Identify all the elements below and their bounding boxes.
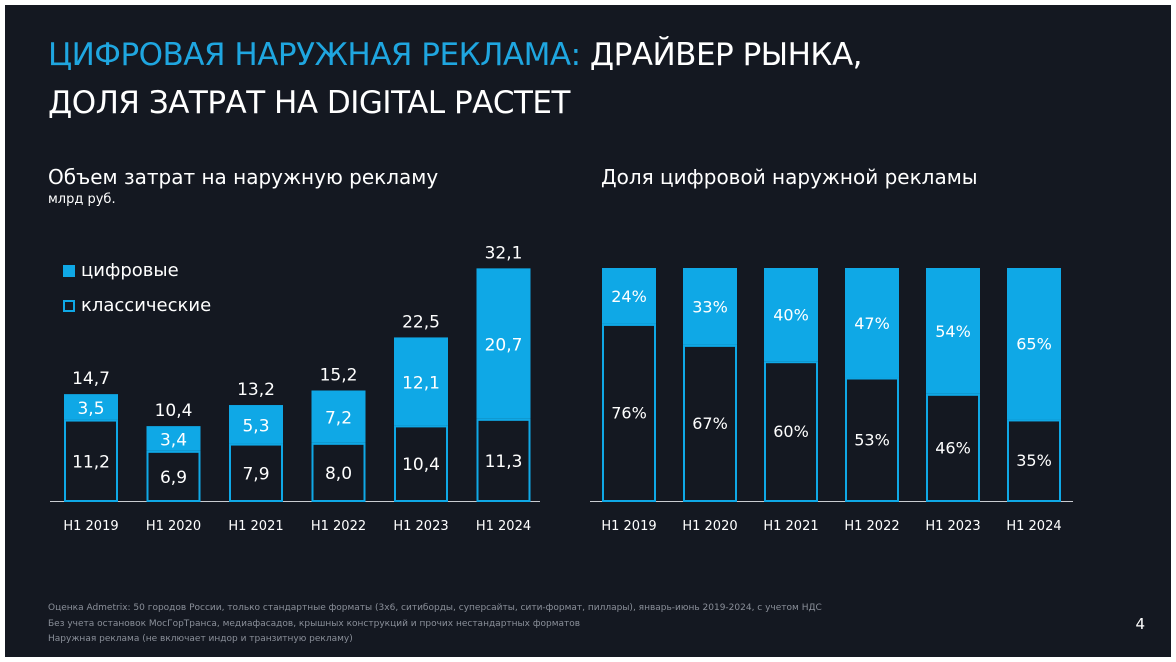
right-bar-classic: [926, 393, 980, 503]
legend-classic-swatch: [63, 299, 75, 312]
footnote-1: Оценка Admetrix: 50 городов России, толь…: [48, 603, 822, 613]
right-bar-classic: [845, 377, 899, 503]
right-classic-label: 60%: [773, 422, 809, 441]
left-total-label: 14,7: [72, 369, 110, 389]
left-classic-label: 8,0: [325, 464, 352, 484]
right-digital-label: 54%: [935, 322, 971, 341]
right-x-tick-label: H1 2022: [844, 519, 899, 534]
left-chart-unit: млрд руб.: [48, 192, 116, 207]
right-classic-label: 67%: [692, 414, 728, 433]
left-classic-label: 6,9: [160, 468, 187, 488]
left-x-tick-label: H1 2022: [311, 519, 366, 534]
right-x-tick-label: H1 2023: [925, 519, 980, 534]
right-bar-classic: [1007, 419, 1061, 503]
left-bar-classic: [229, 443, 283, 502]
slide-title-line-1: ЦИФРОВАЯ НАРУЖНАЯ РЕКЛАМА: ДРАЙВЕР РЫНКА…: [48, 37, 863, 73]
right-digital-label: 33%: [692, 297, 728, 316]
right-bar-digital: [926, 268, 980, 394]
left-total-label: 10,4: [155, 401, 193, 421]
left-bar-classic: [146, 450, 201, 503]
left-digital-label: 3,4: [160, 430, 187, 450]
right-digital-label: 24%: [611, 287, 647, 306]
right-x-tick-label: H1 2020: [682, 519, 737, 534]
right-bar-digital: [683, 268, 737, 345]
slide-title-line-2: ДОЛЯ ЗАТРАТ НА DIGITAL РАСТЕТ: [48, 85, 570, 121]
right-classic-label: 53%: [854, 430, 890, 449]
footnote-2: Без учета остановок МосГорТранса, медиаф…: [48, 618, 581, 629]
left-classic-label: 11,2: [72, 452, 110, 472]
left-digital-label: 20,7: [485, 336, 523, 356]
left-bar-digital: [146, 426, 201, 451]
left-chart-title: Объем затрат на наружную рекламу: [48, 165, 439, 189]
left-total-label: 32,1: [485, 243, 523, 263]
left-digital-label: 7,2: [325, 409, 352, 429]
title-rest: ДРАЙВЕР РЫНКА,: [580, 37, 863, 73]
left-bar-digital: [476, 268, 531, 419]
right-classic-label: 46%: [935, 438, 971, 457]
charts-canvas: 11,2 3,5 14,7 H1 2019 6,9 3,4 10,4 H1 2020 7,9 5,…: [50, 243, 1073, 534]
slide: { "title": { "accent": "ЦИФРОВАЯ НАРУЖНА…: [5, 5, 1171, 657]
left-bar-classic: [394, 425, 448, 502]
left-bar-classic: [311, 442, 366, 502]
left-bar-classic: [64, 419, 118, 502]
right-bar-digital: [1007, 268, 1061, 420]
left-classic-label: 11,3: [485, 452, 523, 472]
legend-classic-label: классические: [81, 295, 212, 316]
right-classic-label: 35%: [1016, 451, 1052, 470]
right-classic-label: 76%: [611, 403, 647, 422]
left-x-tick-label: H1 2020: [146, 519, 201, 534]
right-bar-classic: [764, 361, 818, 503]
right-x-tick-label: H1 2024: [1006, 519, 1061, 534]
footnotes: Оценка Admetrix: 50 городов России, толь…: [48, 601, 822, 648]
right-chart-title: Доля цифровой наружной рекламы: [601, 165, 978, 189]
right-bar-digital: [602, 268, 656, 324]
right-x-tick-label: H1 2021: [763, 519, 818, 534]
footnote-3: Наружная реклама (не включает индор и тр…: [48, 634, 353, 644]
right-bar-classic: [683, 344, 737, 503]
right-x-tick-label: H1 2019: [601, 519, 656, 534]
left-total-label: 22,5: [402, 312, 440, 332]
left-bar-digital: [64, 394, 118, 420]
left-digital-label: 12,1: [402, 373, 440, 393]
legend-digital-label: цифровые: [81, 260, 179, 281]
legend-digital-swatch: [63, 264, 75, 277]
left-classic-label: 10,4: [402, 455, 440, 475]
legend-classic: классические: [63, 295, 211, 316]
left-digital-label: 3,5: [77, 399, 104, 419]
left-digital-label: 5,3: [242, 416, 269, 436]
left-bar-digital: [229, 405, 283, 444]
left-bar-digital: [394, 337, 448, 426]
right-bar-digital: [845, 268, 899, 378]
left-x-tick-label: H1 2019: [63, 519, 118, 534]
left-total-label: 15,2: [320, 365, 358, 385]
title-accent: ЦИФРОВАЯ НАРУЖНАЯ РЕКЛАМА:: [48, 37, 581, 73]
legend-digital: цифровые: [63, 260, 179, 281]
left-classic-label: 7,9: [242, 464, 269, 484]
page-number: 4: [1135, 615, 1145, 633]
right-bar-digital: [764, 268, 818, 362]
left-bar-classic: [476, 418, 531, 502]
left-x-tick-label: H1 2024: [476, 519, 531, 534]
right-digital-label: 65%: [1016, 335, 1052, 354]
right-digital-label: 47%: [854, 314, 890, 333]
left-bar-digital: [311, 390, 366, 443]
left-x-tick-label: H1 2023: [393, 519, 448, 534]
left-total-label: 13,2: [237, 380, 275, 400]
right-bar-classic: [602, 323, 656, 503]
left-x-tick-label: H1 2021: [228, 519, 283, 534]
right-digital-label: 40%: [773, 306, 809, 325]
